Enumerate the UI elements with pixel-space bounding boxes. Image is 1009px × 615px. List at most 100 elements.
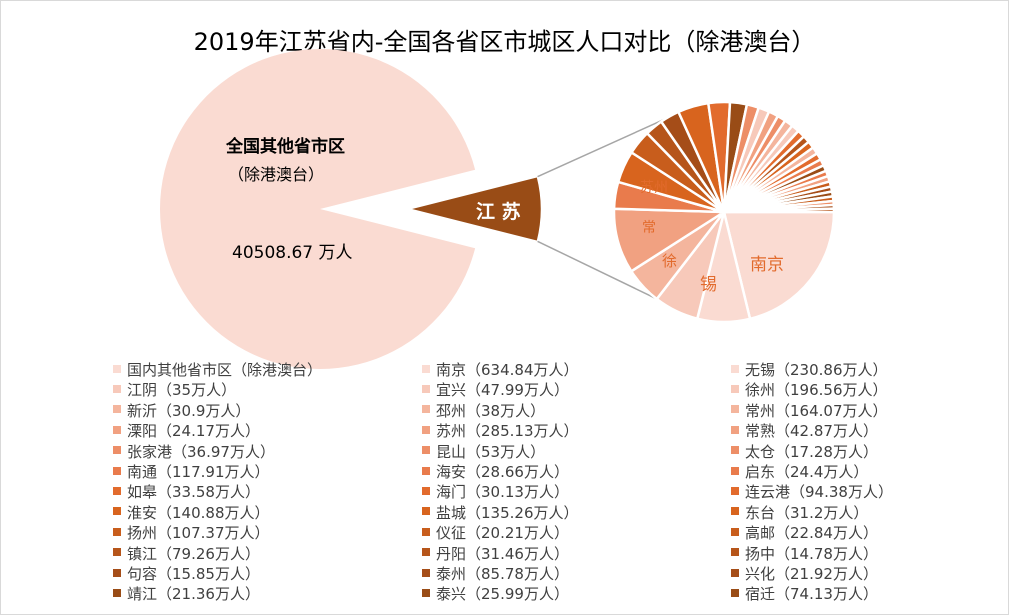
legend-label: 南京（634.84万人） — [436, 361, 579, 379]
secondary-label-常州: 常 — [642, 220, 656, 236]
legend-item: 新沂（30.9万人） — [113, 401, 250, 421]
legend-item: 盐城（135.26万人） — [422, 503, 579, 523]
legend-swatch — [731, 446, 739, 455]
secondary-slice-南京 — [722, 210, 836, 321]
legend-label: 常熟（42.87万人） — [745, 422, 878, 441]
legend-swatch — [422, 425, 430, 434]
others-label-line2: （除港澳台） — [228, 165, 324, 184]
legend-label: 宜兴（47.99万人） — [436, 381, 569, 400]
legend-swatch — [113, 364, 121, 373]
legend-item: 张家港（36.97万人） — [113, 442, 275, 462]
legend-label: 海门（30.13万人） — [436, 483, 569, 502]
legend-item: 泰兴（25.99万人） — [422, 584, 569, 604]
legend-label: 泰州（85.78万人） — [436, 565, 569, 583]
legend-item: 镇江（79.26万人） — [113, 544, 260, 564]
legend-item: 启东（24.4万人） — [731, 462, 868, 482]
legend-item: 高邮（22.84万人） — [731, 523, 878, 543]
connector-lines — [536, 118, 667, 300]
legend-swatch — [731, 588, 739, 597]
legend-swatch — [422, 446, 430, 455]
legend-item: 徐州（196.56万人） — [731, 380, 888, 400]
legend-item: 连云港（94.38万人） — [731, 482, 893, 502]
legend-swatch — [113, 548, 121, 557]
legend-label: 徐州（196.56万人） — [745, 381, 888, 400]
legend-item: 兴化（21.92万人） — [731, 564, 878, 584]
legend-label: 常州（164.07万人） — [745, 401, 888, 420]
legend-label: 东台（31.2万人） — [745, 503, 869, 522]
legend-item: 如皋（33.58万人） — [113, 482, 260, 502]
legend-swatch — [731, 384, 739, 393]
legend-swatch — [422, 507, 430, 516]
jiangsu-label: 江 苏 — [476, 200, 521, 223]
legend-item: 常州（164.07万人） — [731, 401, 888, 421]
legend-label: 泰兴（25.99万人） — [436, 585, 569, 604]
secondary-slice-扬中 — [723, 207, 836, 214]
legend-swatch — [113, 425, 121, 434]
legend-label: 宿迁（74.13万人） — [745, 585, 878, 604]
legend-label: 南通（117.91万人） — [127, 463, 270, 481]
legend-label: 句容（15.85万人） — [127, 565, 260, 583]
legend-item: 南通（117.91万人） — [113, 462, 270, 482]
legend-swatch — [422, 405, 430, 414]
legend-label: 仪征（20.21万人） — [436, 524, 569, 543]
legend-item: 江阴（35万人） — [113, 380, 236, 400]
legend-swatch — [113, 446, 121, 455]
legend-swatch — [422, 588, 430, 597]
legend-swatch — [422, 466, 430, 475]
legend-label: 连云港（94.38万人） — [745, 483, 893, 502]
legend-swatch — [731, 507, 739, 516]
legend-label: 启东（24.4万人） — [745, 463, 869, 481]
legend-item: 昆山（53万人） — [422, 442, 545, 462]
legend-swatch — [731, 364, 739, 373]
legend-swatch — [731, 405, 739, 414]
secondary-label-徐州: 徐 — [662, 252, 677, 270]
legend-swatch — [113, 588, 121, 597]
legend-item: 溧阳（24.17万人） — [113, 421, 260, 441]
legend-swatch — [422, 486, 430, 495]
connector-line-bottom — [536, 240, 657, 300]
legend-item: 太仓（17.28万人） — [731, 442, 878, 462]
legend-label: 江阴（35万人） — [127, 381, 237, 400]
legend-swatch — [422, 384, 430, 393]
legend-item: 常熟（42.87万人） — [731, 421, 878, 441]
legend-item: 东台（31.2万人） — [731, 503, 868, 523]
legend-label: 靖江（21.36万人） — [127, 585, 260, 604]
main-pie-slice-jiangsu — [409, 176, 542, 242]
legend-item: 泰州（85.78万人） — [422, 564, 569, 584]
legend-label: 海安（28.66万人） — [436, 463, 569, 481]
legend-swatch — [113, 486, 121, 495]
legend-swatch — [422, 364, 430, 373]
legend-label: 太仓（17.28万人） — [745, 442, 878, 461]
legend-swatch — [113, 405, 121, 414]
legend-label: 张家港（36.97万人） — [127, 442, 275, 461]
legend-label: 国内其他省市区（除港澳台） — [127, 361, 323, 379]
secondary-pie — [612, 100, 836, 324]
legend-label: 如皋（33.58万人） — [127, 483, 260, 502]
legend-swatch — [731, 548, 739, 557]
legend-swatch — [113, 568, 121, 577]
legend-swatch — [731, 425, 739, 434]
legend-item: 海门（30.13万人） — [422, 482, 569, 502]
legend-label: 无锡（230.86万人） — [745, 361, 888, 379]
legend-item: 靖江（21.36万人） — [113, 584, 260, 604]
legend-swatch — [731, 486, 739, 495]
legend-label: 丹阳（31.46万人） — [436, 544, 569, 563]
legend-item: 仪征（20.21万人） — [422, 523, 569, 543]
legend-swatch — [731, 466, 739, 475]
legend-label: 扬中（14.78万人） — [745, 544, 878, 563]
legend-label: 新沂（30.9万人） — [127, 401, 251, 420]
legend-label: 邳州（38万人） — [436, 401, 546, 420]
main-pie-slice-others — [159, 49, 476, 370]
others-label-line1: 全国其他省市区 — [225, 136, 345, 157]
others-value-label: 40508.67 万人 — [232, 243, 353, 263]
legend-swatch — [113, 507, 121, 516]
legend-swatch — [422, 548, 430, 557]
legend-item: 国内其他省市区（除港澳台） — [113, 360, 322, 380]
legend-item: 宿迁（74.13万人） — [731, 584, 878, 604]
legend-swatch — [422, 527, 430, 536]
legend-label: 高邮（22.84万人） — [745, 524, 878, 543]
legend-label: 溧阳（24.17万人） — [127, 422, 260, 441]
